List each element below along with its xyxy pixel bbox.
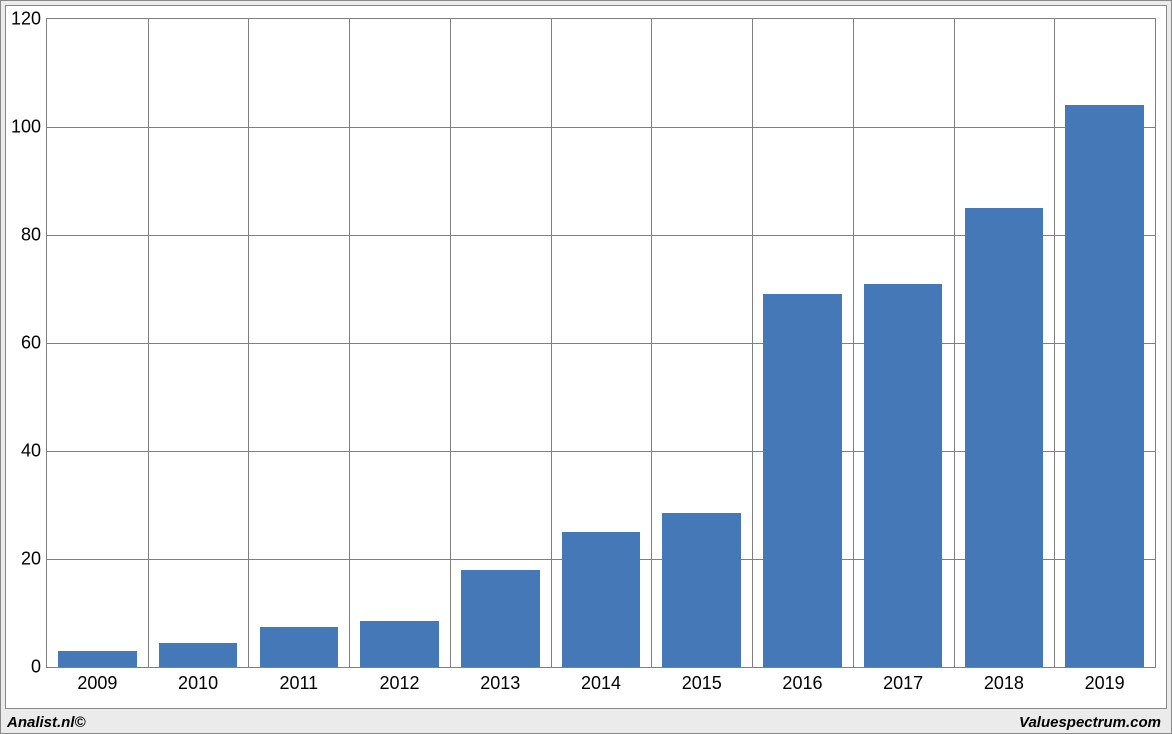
gridline-v — [349, 19, 350, 667]
x-tick-label: 2011 — [279, 673, 318, 694]
bar — [260, 627, 339, 668]
y-tick-label: 120 — [11, 9, 41, 30]
chart-container: 0 20 40 60 80 100 120 2009 2010 2011 2012 2013 2014 2… — [0, 0, 1172, 734]
gridline-v — [248, 19, 249, 667]
footer-left-text: Analist.nl© — [7, 714, 86, 731]
bar — [159, 643, 238, 667]
bar — [965, 208, 1044, 667]
gridline-v — [450, 19, 451, 667]
y-tick-label: 0 — [31, 657, 41, 678]
x-tick-label: 2009 — [77, 673, 117, 694]
gridline-v — [651, 19, 652, 667]
bar — [662, 513, 741, 667]
bar — [461, 570, 540, 667]
bar — [1065, 105, 1144, 667]
bar — [864, 284, 943, 667]
plot-area: 0204060801001202009201020112012201320142… — [46, 18, 1156, 668]
gridline-v — [1054, 19, 1055, 667]
y-tick-label: 60 — [21, 333, 41, 354]
x-tick-label: 2018 — [984, 673, 1024, 694]
x-tick-label: 2012 — [380, 673, 420, 694]
footer-right-text: Valuespectrum.com — [1019, 714, 1161, 731]
gridline-v — [148, 19, 149, 667]
bar — [360, 621, 439, 667]
x-tick-label: 2016 — [782, 673, 822, 694]
x-tick-label: 2015 — [682, 673, 722, 694]
x-tick-label: 2014 — [581, 673, 621, 694]
x-tick-label: 2019 — [1085, 673, 1125, 694]
gridline-v — [551, 19, 552, 667]
gridline-v — [954, 19, 955, 667]
y-tick-label: 80 — [21, 225, 41, 246]
gridline-v — [752, 19, 753, 667]
chart-panel: 0 20 40 60 80 100 120 2009 2010 2011 2012 2013 2014 2… — [5, 5, 1167, 709]
gridline-v — [853, 19, 854, 667]
bar — [763, 294, 842, 667]
gridline-h — [47, 127, 1155, 128]
bar — [58, 651, 137, 667]
x-tick-label: 2010 — [178, 673, 218, 694]
bar — [562, 532, 641, 667]
y-tick-label: 100 — [11, 117, 41, 138]
x-tick-label: 2013 — [480, 673, 520, 694]
x-tick-label: 2017 — [883, 673, 923, 694]
y-tick-label: 40 — [21, 441, 41, 462]
y-tick-label: 20 — [21, 549, 41, 570]
